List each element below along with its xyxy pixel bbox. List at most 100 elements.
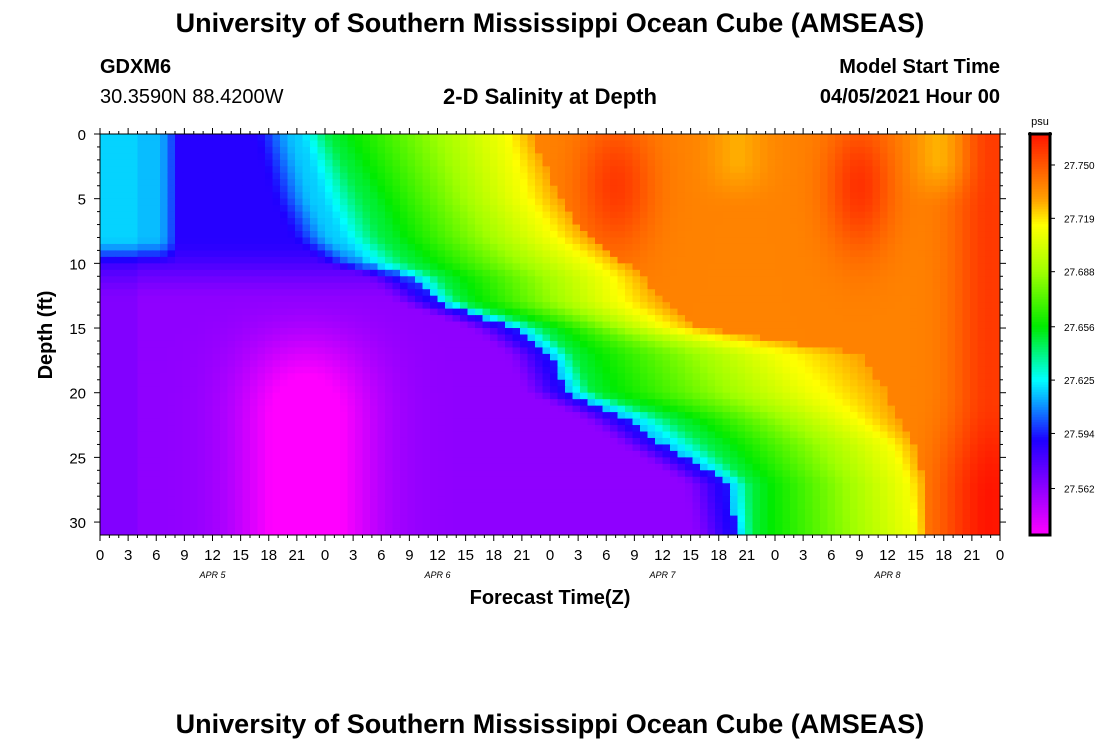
heatmap-cell <box>310 399 319 407</box>
heatmap-cell <box>775 379 784 387</box>
heatmap-cell <box>385 366 394 374</box>
heatmap-cell <box>700 321 709 329</box>
heatmap-cell <box>167 347 176 355</box>
heatmap-cell <box>167 211 176 219</box>
heatmap-cell <box>460 134 469 142</box>
heatmap-cell <box>775 315 784 323</box>
heatmap-cell <box>955 295 964 303</box>
heatmap-cell <box>220 295 229 303</box>
heatmap-cell <box>932 328 941 336</box>
heatmap-cell <box>137 347 146 355</box>
heatmap-cell <box>415 218 424 226</box>
heatmap-cell <box>460 172 469 180</box>
heatmap-cell <box>535 373 544 381</box>
heatmap-cell <box>250 295 259 303</box>
heatmap-cell <box>632 379 641 387</box>
heatmap-cell <box>962 289 971 297</box>
heatmap-cell <box>167 218 176 226</box>
heatmap-cell <box>550 347 559 355</box>
heatmap-cell <box>932 289 941 297</box>
heatmap-cell <box>325 243 334 252</box>
heatmap-cell <box>445 211 454 219</box>
heatmap-cell <box>362 379 371 387</box>
heatmap-cell <box>520 276 529 284</box>
heatmap-cell <box>460 373 469 381</box>
heatmap-cell <box>130 269 139 277</box>
heatmap-cell <box>167 321 176 329</box>
heatmap-cell <box>295 289 304 297</box>
heatmap-cell <box>362 366 371 374</box>
heatmap-cell <box>295 140 304 148</box>
heatmap-cell <box>835 353 844 361</box>
heatmap-cell <box>932 315 941 323</box>
heatmap-cell <box>385 185 394 193</box>
heatmap-cell <box>152 386 161 394</box>
heatmap-cell <box>917 237 926 245</box>
heatmap-cell <box>175 159 184 167</box>
heatmap-cell <box>842 366 851 374</box>
heatmap-cell <box>437 392 446 400</box>
heatmap-cell <box>257 315 266 323</box>
heatmap-cell <box>782 134 791 142</box>
heatmap-cell <box>775 166 784 174</box>
heatmap-cell <box>295 237 304 245</box>
heatmap-cell <box>542 328 551 336</box>
heatmap-cell <box>865 334 874 342</box>
heatmap-cell <box>242 282 251 290</box>
heatmap-cell <box>722 211 731 219</box>
heatmap-cell <box>227 179 236 187</box>
heatmap-cell <box>550 211 559 219</box>
heatmap-cell <box>400 334 409 342</box>
heatmap-cell <box>827 237 836 245</box>
heatmap-cell <box>790 302 799 310</box>
heatmap-cell <box>985 392 994 400</box>
heatmap-cell <box>205 347 214 355</box>
heatmap-cell <box>392 250 401 258</box>
heatmap-cell <box>430 256 439 264</box>
heatmap-cell <box>692 308 701 316</box>
heatmap-cell <box>475 224 484 232</box>
heatmap-cell <box>505 302 514 310</box>
heatmap-cell <box>850 153 859 161</box>
heatmap-cell <box>647 379 656 387</box>
heatmap-cell <box>565 237 574 245</box>
heatmap-cell <box>685 302 694 310</box>
heatmap-cell <box>212 237 221 245</box>
heatmap-cell <box>385 340 394 349</box>
heatmap-cell <box>257 328 266 336</box>
heatmap-cell <box>392 353 401 361</box>
heatmap-cell <box>902 353 911 361</box>
heatmap-cell <box>152 250 161 258</box>
heatmap-cell <box>572 289 581 297</box>
heatmap-cell <box>775 134 784 142</box>
heatmap-cell <box>587 353 596 361</box>
heatmap-cell <box>220 353 229 361</box>
heatmap-cell <box>340 308 349 316</box>
heatmap-cell <box>257 269 266 277</box>
heatmap-cell <box>940 308 949 316</box>
heatmap-cell <box>745 373 754 381</box>
heatmap-cell <box>497 282 506 290</box>
heatmap-cell <box>452 224 461 232</box>
heatmap-cell <box>775 269 784 277</box>
heatmap-cell <box>895 205 904 213</box>
heatmap-cell <box>970 205 979 213</box>
heatmap-cell <box>542 250 551 258</box>
heatmap-cell <box>610 295 619 303</box>
heatmap-cell <box>647 282 656 290</box>
heatmap-cell <box>962 263 971 271</box>
heatmap-cell <box>422 263 431 271</box>
heatmap-cell <box>790 231 799 239</box>
heatmap-cell <box>827 360 836 368</box>
heatmap-cell <box>205 373 214 381</box>
heatmap-cell <box>347 263 356 271</box>
heatmap-cell <box>625 211 634 219</box>
heatmap-cell <box>272 166 281 174</box>
heatmap-cell <box>392 269 401 277</box>
heatmap-cell <box>745 218 754 226</box>
heatmap-cell <box>452 198 461 206</box>
heatmap-cell <box>287 373 296 381</box>
heatmap-cell <box>850 276 859 284</box>
heatmap-cell <box>340 179 349 187</box>
heatmap-cell <box>542 392 551 400</box>
